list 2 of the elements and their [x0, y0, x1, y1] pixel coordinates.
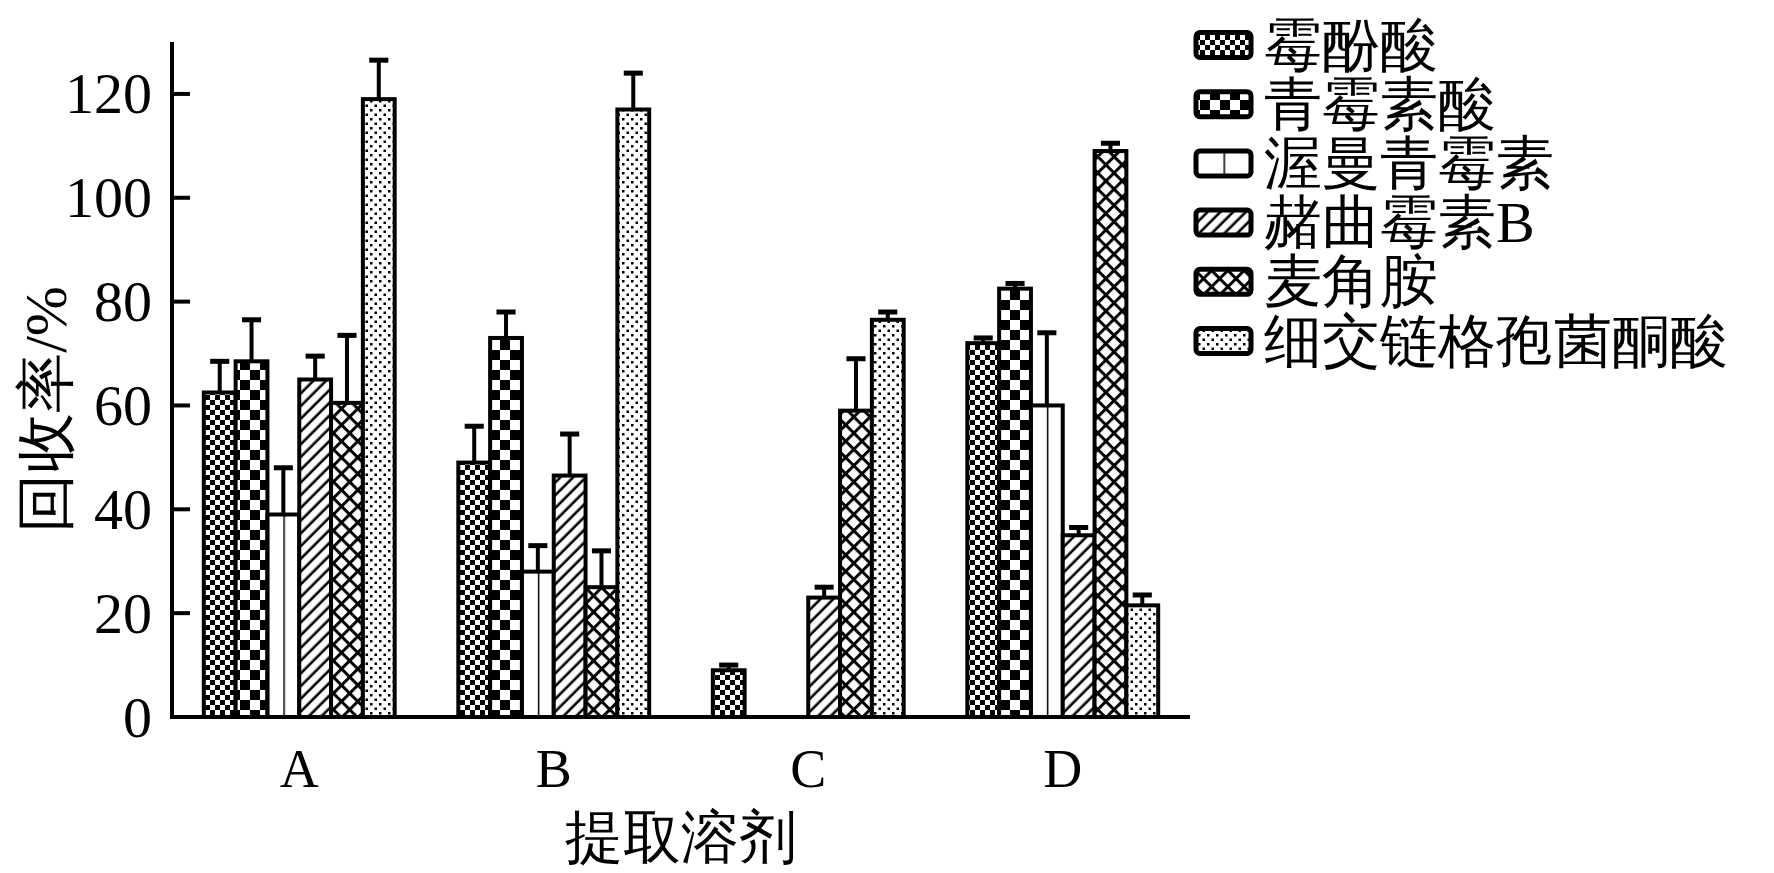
- xlabel: 提取溶剂: [565, 804, 797, 870]
- ylabel: 回收率/%: [13, 286, 79, 533]
